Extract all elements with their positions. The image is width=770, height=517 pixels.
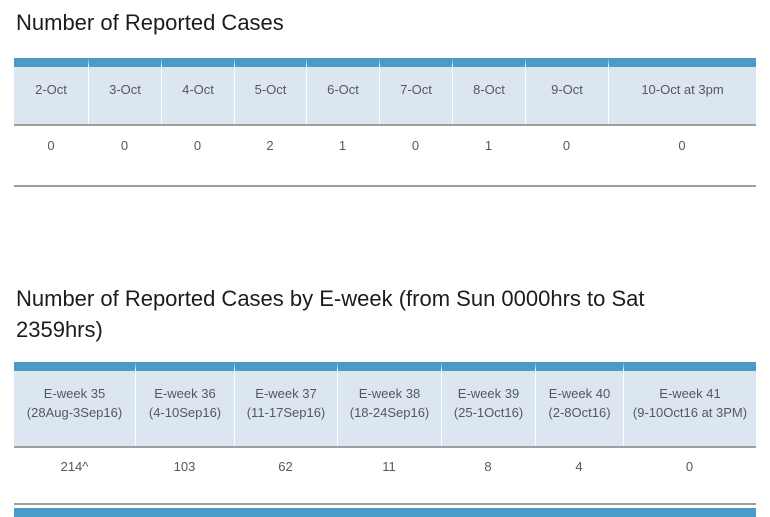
case-count-cell: 8	[441, 446, 535, 505]
column-header-eweek: E-week 41 (9-10Oct16 at 3PM)	[623, 362, 756, 446]
column-header-date: 6-Oct	[306, 58, 379, 124]
case-count-cell: 4	[535, 446, 623, 505]
column-header-date: 7-Oct	[379, 58, 452, 124]
column-header-eweek: E-week 40 (2-8Oct16)	[535, 362, 623, 446]
case-count-cell: 2	[234, 124, 306, 187]
column-header-date: 9-Oct	[525, 58, 608, 124]
case-count-cell: 62	[234, 446, 337, 505]
column-header-date: 3-Oct	[88, 58, 161, 124]
eweek-cases-title: Number of Reported Cases by E-week (from…	[16, 286, 645, 342]
case-count-cell: 0	[88, 124, 161, 187]
case-count-cell: 0	[161, 124, 234, 187]
column-header-eweek: E-week 38 (18-24Sep16)	[337, 362, 441, 446]
case-count-cell: 0	[525, 124, 608, 187]
column-header-eweek: E-week 39 (25-1Oct16)	[441, 362, 535, 446]
column-header-eweek: E-week 37 (11-17Sep16)	[234, 362, 337, 446]
case-count-cell: 214^	[14, 446, 135, 505]
column-header-eweek: E-week 36 (4-10Sep16)	[135, 362, 234, 446]
case-count-cell: 0	[608, 124, 756, 187]
column-header-eweek: E-week 35 (28Aug-3Sep16)	[14, 362, 135, 446]
column-header-date: 2-Oct	[14, 58, 88, 124]
case-count-cell: 0	[623, 446, 756, 505]
case-count-cell: 1	[306, 124, 379, 187]
reported-cases-table: 2-Oct 3-Oct 4-Oct 5-Oct 6-Oct 7-Oct 8-Oc…	[14, 58, 756, 187]
reported-cases-title: Number of Reported Cases	[16, 10, 284, 35]
case-count-cell: 103	[135, 446, 234, 505]
next-table-top-bar	[14, 508, 756, 517]
column-header-date: 4-Oct	[161, 58, 234, 124]
data-row: 214^ 103 62 11 8 4 0	[14, 446, 756, 505]
case-count-cell: 11	[337, 446, 441, 505]
data-row: 0 0 0 2 1 0 1 0 0	[14, 124, 756, 187]
eweek-cases-table: E-week 35 (28Aug-3Sep16) E-week 36 (4-10…	[14, 362, 756, 505]
case-count-cell: 1	[452, 124, 525, 187]
header-row: E-week 35 (28Aug-3Sep16) E-week 36 (4-10…	[14, 362, 756, 446]
case-count-cell: 0	[14, 124, 88, 187]
column-header-date: 10-Oct at 3pm	[608, 58, 756, 124]
column-header-date: 5-Oct	[234, 58, 306, 124]
header-row: 2-Oct 3-Oct 4-Oct 5-Oct 6-Oct 7-Oct 8-Oc…	[14, 58, 756, 124]
column-header-date: 8-Oct	[452, 58, 525, 124]
case-count-cell: 0	[379, 124, 452, 187]
